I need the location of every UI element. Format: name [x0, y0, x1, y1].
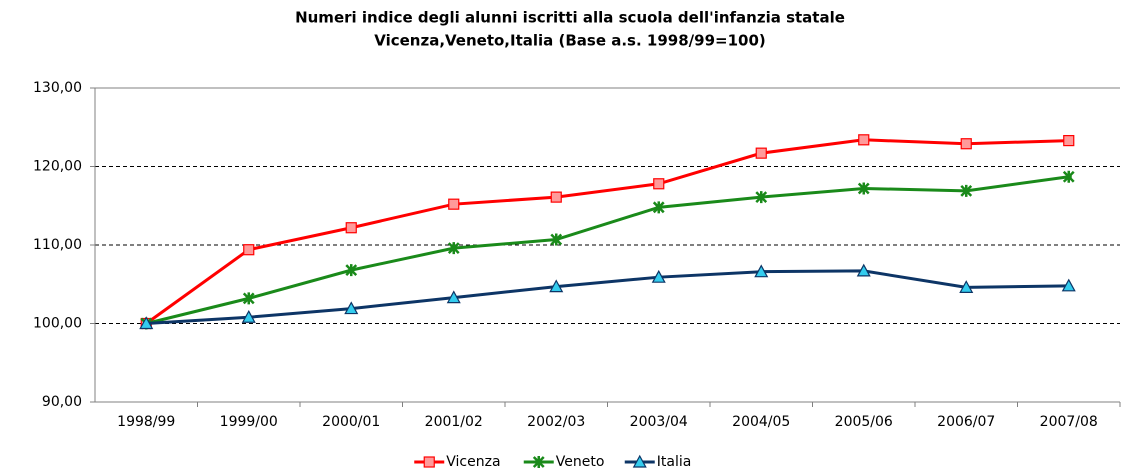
- x-tick-label: 2004/05: [732, 414, 790, 430]
- marker: [754, 264, 769, 278]
- series-line: [146, 269, 1069, 325]
- y-tick-label: 120,00: [33, 159, 82, 175]
- marker: [447, 242, 460, 255]
- marker: [857, 182, 870, 195]
- series-line: [145, 175, 1069, 325]
- marker: [755, 191, 768, 204]
- marker: [446, 290, 461, 304]
- y-tick-label: 90,00: [42, 394, 82, 410]
- marker: [345, 222, 357, 234]
- y-tick-label: 130,00: [33, 80, 82, 96]
- marker: [1063, 134, 1075, 147]
- marker: [345, 264, 358, 277]
- legend-marker: [532, 456, 545, 468]
- marker: [960, 184, 973, 197]
- x-tick-label: 2007/08: [1040, 414, 1098, 430]
- marker: [448, 198, 460, 210]
- marker: [550, 233, 563, 246]
- marker: [242, 292, 255, 305]
- legend-label: Italia: [657, 454, 692, 470]
- marker: [549, 279, 564, 293]
- legend-label: Veneto: [556, 454, 605, 470]
- x-tick-label: 2003/04: [630, 414, 688, 430]
- legend-marker: [632, 454, 647, 468]
- marker: [755, 147, 767, 159]
- x-tick-label: 2005/06: [835, 414, 893, 430]
- marker: [1062, 170, 1075, 183]
- x-tick-label: 2001/02: [425, 414, 483, 430]
- x-tick-label: 2000/01: [322, 414, 380, 430]
- marker: [243, 244, 255, 256]
- legend-marker: [423, 456, 435, 468]
- marker: [344, 301, 359, 315]
- x-tick-label: 2002/03: [527, 414, 585, 430]
- x-tick-label: 1998/99: [117, 414, 175, 430]
- y-tick-label: 100,00: [33, 316, 82, 332]
- marker: [651, 269, 666, 283]
- marker: [241, 309, 256, 323]
- marker: [960, 138, 972, 150]
- x-tick-label: 1999/00: [220, 414, 278, 430]
- marker: [856, 263, 871, 277]
- marker: [858, 134, 870, 146]
- series-line: [145, 138, 1069, 325]
- marker: [550, 191, 562, 203]
- chart-title: Numeri indice degli alunni iscritti alla…: [295, 9, 845, 27]
- marker: [139, 316, 154, 330]
- marker: [959, 280, 974, 293]
- legend-label: Vicenza: [446, 454, 500, 470]
- marker: [1061, 278, 1076, 292]
- marker: [653, 178, 665, 190]
- y-tick-label: 110,00: [33, 237, 82, 253]
- x-tick-label: 2006/07: [937, 414, 995, 430]
- chart-title: Vicenza,Veneto,Italia (Base a.s. 1998/99…: [374, 32, 766, 50]
- marker: [652, 201, 665, 214]
